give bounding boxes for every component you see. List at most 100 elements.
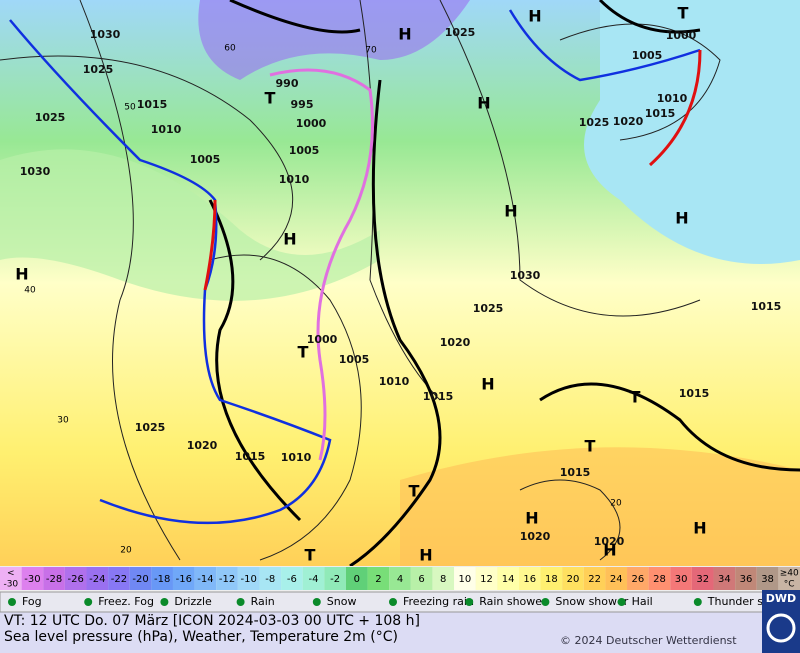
pressure-label: 1020 xyxy=(440,336,471,349)
scale-cell xyxy=(86,567,109,590)
scale-cell xyxy=(432,567,455,590)
scale-cell xyxy=(389,567,411,590)
pressure-label: 1025 xyxy=(35,111,66,124)
cold-front xyxy=(9,19,332,525)
pressure-label: 1025 xyxy=(579,116,610,129)
scale-label: -10 xyxy=(240,574,256,585)
weather-label: Drizzle xyxy=(174,595,212,608)
scale-label: 36 xyxy=(740,574,753,585)
scale-cell xyxy=(562,567,584,590)
scale-cell xyxy=(237,567,260,590)
scale-cell xyxy=(216,567,238,590)
high-pressure: H xyxy=(603,541,616,560)
high-pressure: H xyxy=(283,230,296,249)
scale-label: 12 xyxy=(480,574,493,585)
scale-label: -14 xyxy=(197,574,213,585)
scale-cell xyxy=(64,567,87,590)
pressure-label: 1010 xyxy=(279,173,310,186)
scale-label: 2 xyxy=(375,574,381,585)
weather-symbol xyxy=(541,598,550,606)
high-pressure: H xyxy=(525,509,538,528)
scale-label: -28 xyxy=(46,574,62,585)
scale-cell xyxy=(281,567,303,590)
pressure-label: 1015 xyxy=(679,387,710,400)
scale-label: 20 xyxy=(567,574,580,585)
scale-cell xyxy=(735,567,757,590)
scale-label: ≥40 xyxy=(780,569,799,579)
scale-cell xyxy=(0,567,22,590)
pressure-label: 1020 xyxy=(594,535,625,548)
scale-label: -26 xyxy=(68,574,84,585)
high-pressure: H xyxy=(504,202,517,221)
logo: DWD xyxy=(766,592,796,605)
scale-label: -2 xyxy=(330,574,340,585)
scale-label: -20 xyxy=(132,574,148,585)
scale-cell xyxy=(518,567,541,590)
pressure-label: 1015 xyxy=(423,390,454,403)
scale-label: -30 xyxy=(3,580,18,590)
weather-symbol xyxy=(312,598,321,606)
scale-cell xyxy=(648,567,671,590)
scale-cell xyxy=(454,567,476,590)
weather-label: Fog xyxy=(22,595,42,608)
pressure-label: 990 xyxy=(276,77,299,90)
weather-symbol xyxy=(236,598,245,606)
scale-label: 24 xyxy=(610,574,623,585)
scale-label: 6 xyxy=(418,574,424,585)
scale-label: 10 xyxy=(458,574,471,585)
scale-label: 0 xyxy=(354,574,360,585)
scale-cell xyxy=(713,567,736,590)
pressure-label: 1010 xyxy=(281,451,312,464)
copyright: © 2024 Deutscher Wetterdienst xyxy=(560,634,737,647)
scale-label: -30 xyxy=(24,574,40,585)
scale-cell xyxy=(540,567,563,590)
isotherm-label: 50 xyxy=(124,103,136,113)
warm-front xyxy=(648,49,702,167)
scale-cell xyxy=(151,567,173,590)
high-pressure: H xyxy=(15,265,28,284)
weather-symbol xyxy=(160,598,169,606)
scale-cell xyxy=(302,567,325,590)
weather-label: Snow shower xyxy=(555,595,628,608)
low-pressure: T xyxy=(585,437,596,456)
scale-label: -18 xyxy=(154,574,170,585)
cold-front xyxy=(508,9,701,82)
scale-label: 4 xyxy=(397,574,403,585)
scale-label: 26 xyxy=(631,574,644,585)
pressure-label: 1030 xyxy=(90,28,121,41)
pressure-label: 1020 xyxy=(520,530,551,543)
high-pressure: H xyxy=(693,519,706,538)
scale-label: -16 xyxy=(176,574,192,585)
pressure-label: 995 xyxy=(291,98,314,111)
scale-cell xyxy=(670,567,692,590)
occlusion xyxy=(269,68,374,461)
pressure-label: 1000 xyxy=(307,333,338,346)
weather-label: Rain shower xyxy=(479,595,547,608)
weather-label: Snow xyxy=(327,595,357,608)
scale-cell xyxy=(627,567,649,590)
scale-cell xyxy=(129,567,152,590)
scale-label: 18 xyxy=(545,574,558,585)
scale-label: -8 xyxy=(265,574,275,585)
scale-label: 30 xyxy=(675,574,688,585)
pressure-label: 1015 xyxy=(645,107,676,120)
scale-cell xyxy=(172,567,195,590)
scale-cell xyxy=(21,567,44,590)
scale-label: -24 xyxy=(89,574,105,585)
weather-symbol xyxy=(617,598,626,606)
scale-cell xyxy=(345,567,368,590)
pressure-label: 1025 xyxy=(445,26,476,39)
scale-label: -6 xyxy=(287,574,297,585)
main-isobars xyxy=(208,0,800,568)
scale-cell xyxy=(583,567,606,590)
scale-label: 28 xyxy=(653,574,666,585)
low-pressure: T xyxy=(305,546,316,565)
weather-symbol xyxy=(693,598,702,606)
pressure-label: 1010 xyxy=(379,375,410,388)
weather-label: Freezing rain xyxy=(403,595,474,608)
high-pressure: H xyxy=(419,546,432,565)
scale-label: 16 xyxy=(523,574,536,585)
pressure-label: 1025 xyxy=(135,421,166,434)
